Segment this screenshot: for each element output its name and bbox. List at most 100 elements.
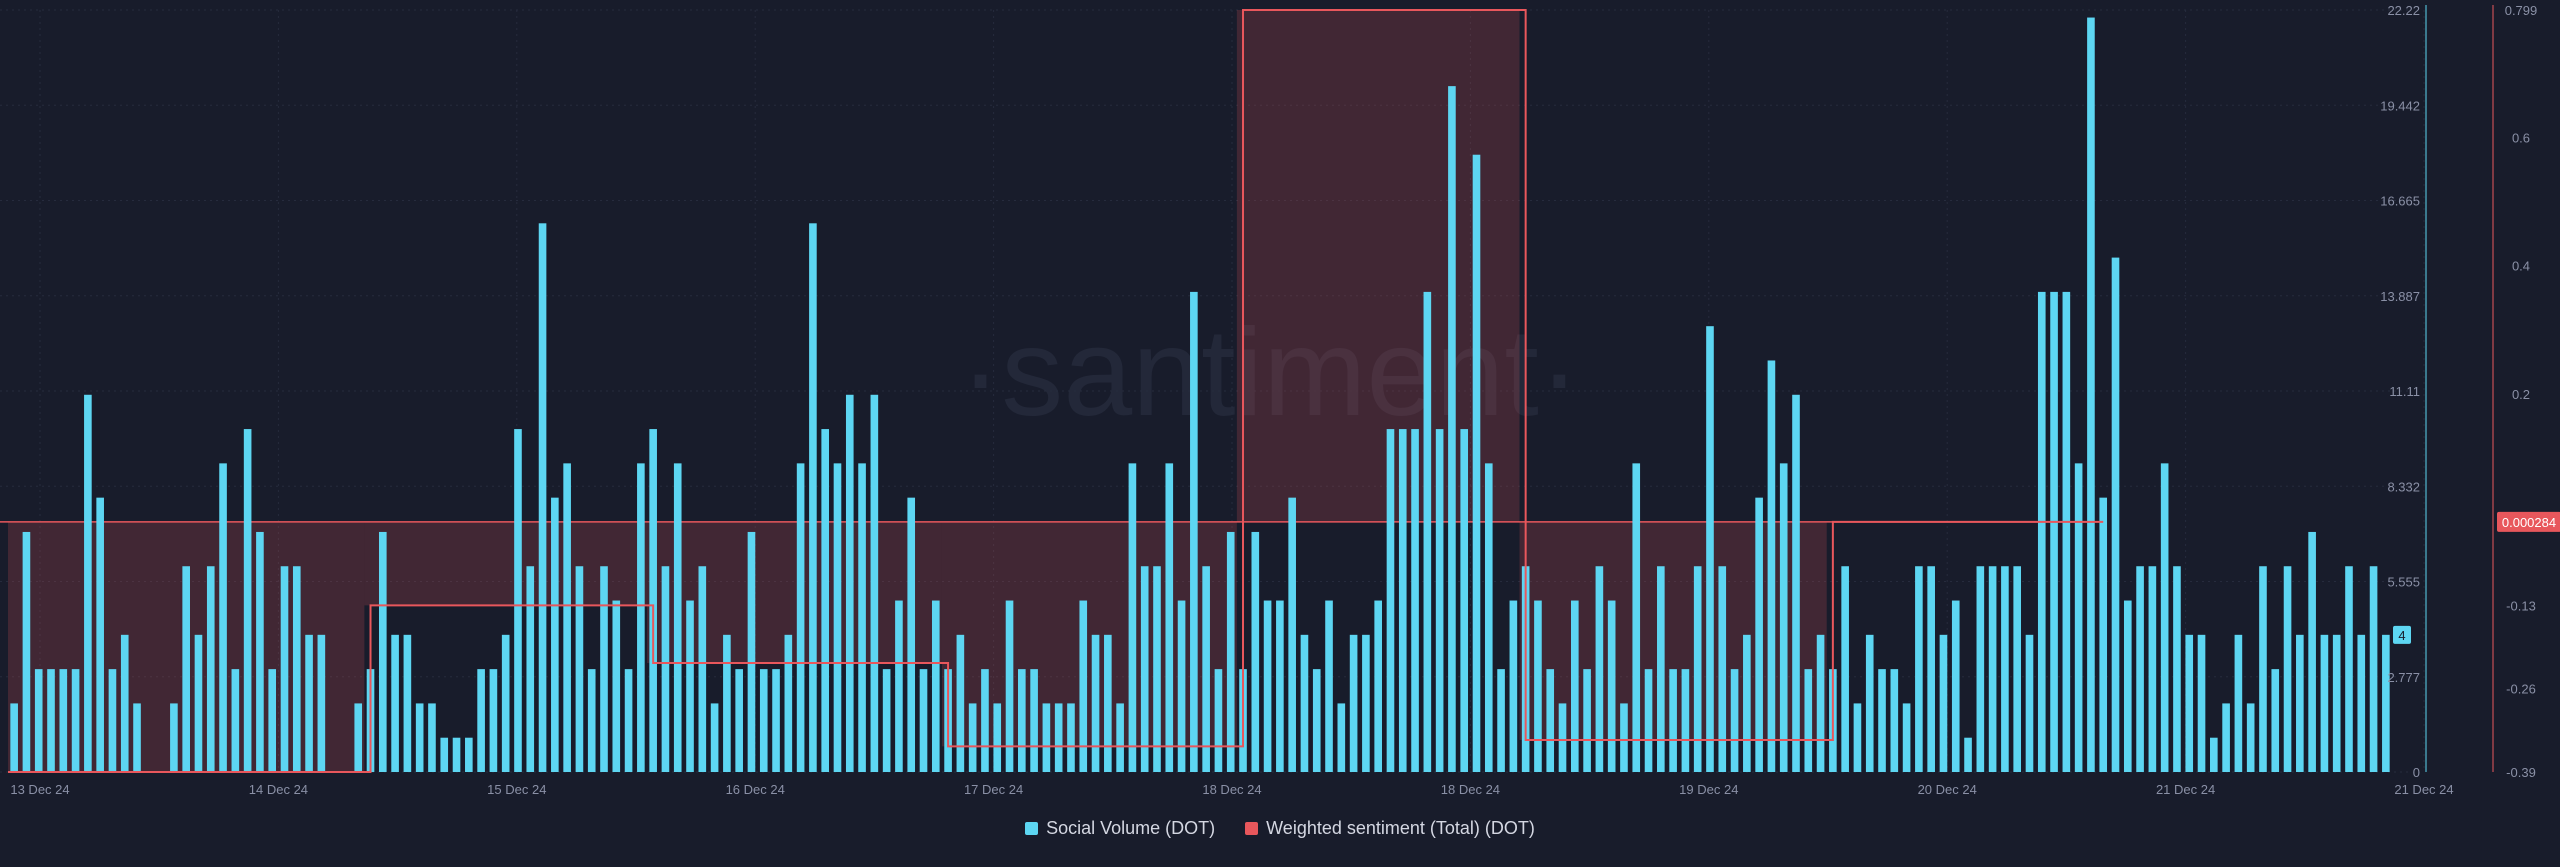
- bar: [2099, 497, 2108, 772]
- bar: [1411, 429, 1419, 772]
- bar: [1878, 669, 1886, 772]
- bar: [686, 600, 694, 772]
- left-tick-label: 5.555: [2387, 575, 2420, 590]
- legend-swatch-social-volume: [1025, 822, 1039, 835]
- bar: [71, 669, 80, 772]
- bar: [1325, 600, 1333, 772]
- bar: [710, 703, 719, 772]
- bar: [194, 634, 203, 772]
- bar: [1779, 463, 1788, 772]
- bar: [2271, 669, 2280, 772]
- bar: [1743, 634, 1751, 772]
- bar: [2296, 634, 2304, 772]
- legend-item-sentiment[interactable]: Weighted sentiment (Total) (DOT): [1245, 818, 1535, 839]
- bar: [2013, 566, 2022, 772]
- bar: [2246, 703, 2255, 772]
- left-tick-label: 19.442: [2380, 98, 2420, 113]
- bar: [1091, 634, 1100, 772]
- bar: [796, 463, 805, 772]
- bar: [1202, 566, 1210, 772]
- bar: [956, 634, 965, 772]
- bar: [182, 566, 190, 772]
- bar: [1288, 497, 1296, 772]
- axes: 0 2.777 5.555 8.332 11.11 13.887 16.665 19.442 2…: [10, 3, 2560, 797]
- bar: [1927, 566, 1935, 772]
- x-tick-label: 18 Dec 24: [1441, 782, 1500, 797]
- bar: [624, 669, 633, 772]
- bar: [1902, 703, 1911, 772]
- left-tick-label: 13.887: [2380, 289, 2420, 304]
- x-tick-label: 18 Dec 24: [1202, 782, 1261, 797]
- right-tick-label: 0.4: [2512, 259, 2530, 274]
- bar: [538, 223, 547, 773]
- bar: [575, 566, 584, 772]
- bar: [993, 703, 1002, 772]
- bar: [378, 531, 387, 772]
- bar: [1190, 291, 1198, 772]
- bar: [1546, 669, 1555, 772]
- bar: [2369, 566, 2378, 772]
- bar: [1067, 703, 1075, 772]
- bar: [2332, 634, 2341, 772]
- left-tick-label: 0: [2413, 765, 2420, 780]
- bar: [981, 669, 989, 772]
- bar: [2074, 463, 2083, 772]
- bar: [1460, 429, 1469, 772]
- bar: [723, 634, 731, 772]
- x-tick-label: 21 Dec 24: [2156, 782, 2215, 797]
- bar: [440, 737, 449, 772]
- left-tick-label: 16.665: [2380, 194, 2420, 209]
- bar: [59, 669, 68, 772]
- bar: [1730, 669, 1739, 772]
- bar: [243, 429, 252, 772]
- bar: [1435, 429, 1444, 772]
- bar: [1632, 463, 1641, 772]
- legend-item-social-volume[interactable]: Social Volume (DOT): [1025, 818, 1215, 839]
- bar: [465, 737, 473, 772]
- bar: [587, 669, 596, 772]
- bar: [1890, 669, 1899, 772]
- bar: [2037, 291, 2046, 772]
- bar: [1964, 737, 1972, 772]
- bar: [1362, 634, 1370, 772]
- bar: [1915, 566, 1923, 772]
- bar: [2320, 634, 2329, 772]
- bar: [206, 566, 215, 772]
- bar: [1263, 600, 1272, 772]
- bar: [907, 497, 916, 772]
- sentiment-step-line: [8, 9, 2104, 773]
- bar: [600, 566, 608, 772]
- legend: Social Volume (DOT) Weighted sentiment (…: [0, 818, 2560, 839]
- bar: [735, 669, 743, 772]
- bar: [1865, 634, 1874, 772]
- bar: [673, 463, 682, 772]
- bar: [1804, 669, 1813, 772]
- right-tick-label: 0.6: [2512, 131, 2530, 146]
- bar: [772, 669, 780, 772]
- bar: [551, 497, 559, 772]
- bar: [845, 394, 854, 772]
- bar: [219, 463, 227, 772]
- bar: [22, 531, 31, 772]
- bar: [1472, 154, 1481, 773]
- bar: [1153, 566, 1161, 772]
- x-tick-label: 20 Dec 24: [1918, 782, 1977, 797]
- bar: [1595, 566, 1604, 772]
- right-tick-label: 0.2: [2512, 387, 2530, 402]
- x-tick-label: 21 Dec 24: [2394, 782, 2453, 797]
- bar: [514, 429, 522, 772]
- bar: [1140, 566, 1149, 772]
- bar: [1128, 463, 1137, 772]
- bar: [1755, 497, 1763, 772]
- bar: [2283, 566, 2292, 772]
- sentiment-area: [1236, 10, 1520, 522]
- bar: [833, 463, 842, 772]
- bar: [1423, 291, 1432, 772]
- bar: [1214, 669, 1223, 772]
- right-tick-label: -0.13: [2506, 598, 2536, 613]
- bar: [1030, 669, 1038, 772]
- bar: [2197, 634, 2206, 772]
- sentiment-area: [647, 521, 942, 664]
- legend-swatch-sentiment: [1245, 822, 1259, 835]
